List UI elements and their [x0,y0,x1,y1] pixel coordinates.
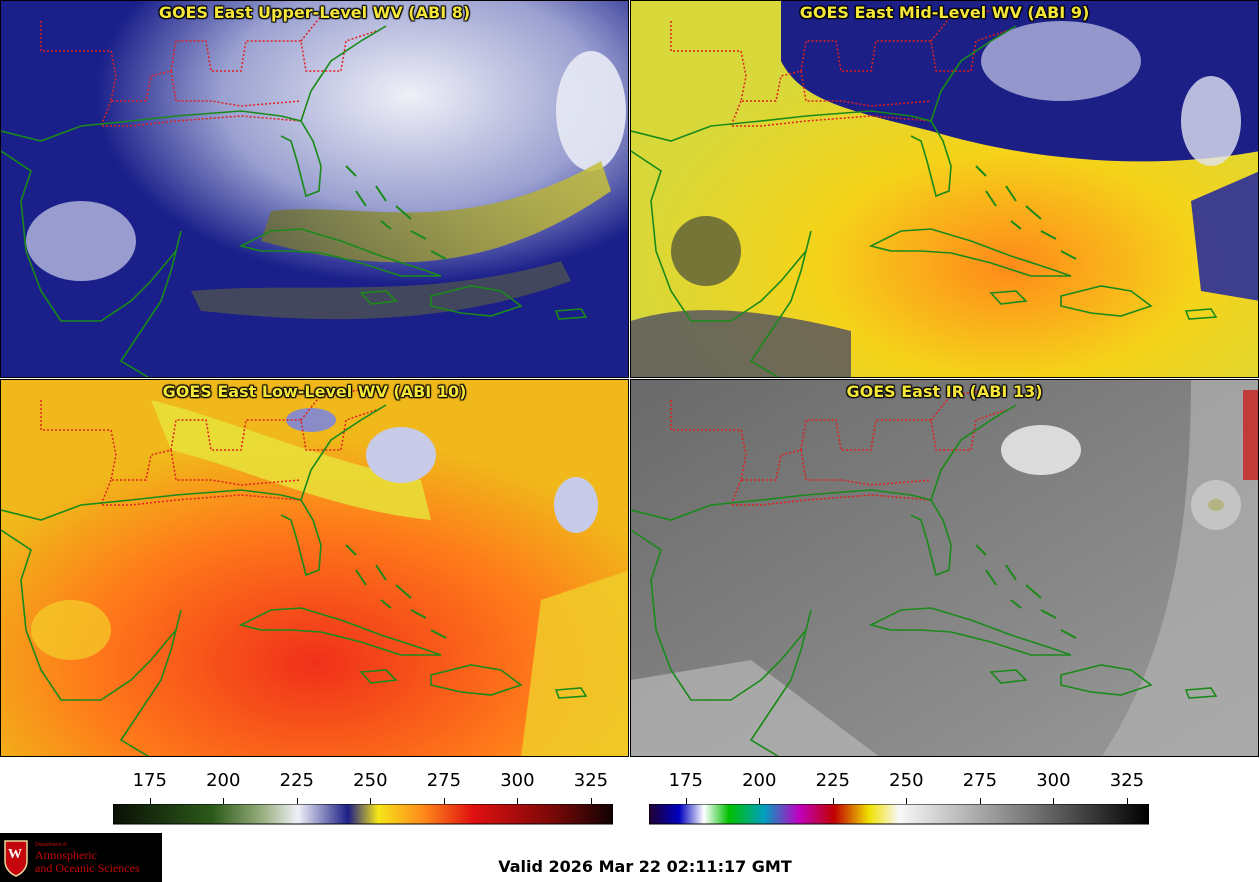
colorbar-tick-label: 225 [815,770,850,791]
colorbar-tick-mark [685,798,687,804]
colorbar-tick-label: 250 [889,770,924,791]
low-level-wv-image [1,380,628,756]
colorbar-tick-label: 275 [962,770,998,791]
logo-letter: W [8,847,22,862]
panel-title: GOES East Mid-Level WV (ABI 9) [799,3,1090,22]
colorbar-tick-label: 325 [573,770,609,791]
colorbar-tick-mark [223,798,225,804]
panel-upper-level-wv: GOES East Upper-Level WV (ABI 8) [0,0,629,378]
colorbar-tick-mark [590,798,592,804]
uw-crest-icon [4,840,28,877]
colorbar-tick-mark [296,798,298,804]
panel-ir: GOES East IR (ABI 13) [630,379,1259,757]
panel-title: GOES East Low-Level WV (ABI 10) [162,382,467,401]
colorbar-tick-mark [906,798,908,804]
colorbar-tick-label: 225 [279,770,314,791]
colorbar-tick-label: 175 [132,770,167,791]
valid-time: Valid 2026 Mar 22 02:11:17 GMT [498,857,792,876]
colorbar-tick-mark [979,798,981,804]
colorbar-ir: 175 200 225 250 275 300 325 [649,770,1149,830]
panel-title: GOES East IR (ABI 13) [846,382,1043,401]
colorbar-tick-label: 300 [1036,770,1071,791]
colorbar-tick-label: 175 [668,770,703,791]
ir-image [631,380,1258,756]
colorbar-tick-mark [1053,798,1055,804]
colorbar-tick-mark [759,798,761,804]
aos-logo: W Department of Atmospheric and Oceanic … [0,833,162,882]
colorbar-tick-label: 275 [426,770,462,791]
panel-low-level-wv: GOES East Low-Level WV (ABI 10) [0,379,629,757]
logo-dept: Department of [35,842,67,848]
colorbar-tick-label: 300 [500,770,535,791]
colorbar-tick-mark [1126,798,1128,804]
panel-mid-level-wv: GOES East Mid-Level WV (ABI 9) [630,0,1259,378]
colorbar-tick-label: 325 [1109,770,1145,791]
logo-line2: and Oceanic Sciences [35,861,140,875]
panel-title: GOES East Upper-Level WV (ABI 8) [158,3,471,22]
colorbar-wv: 175 200 225 250 275 300 325 [113,770,613,830]
colorbar-tick-mark [517,798,519,804]
colorbar-tick-mark [832,798,834,804]
colorbar-tick-label: 200 [206,770,241,791]
colorbar-tick-mark [443,798,445,804]
logo-line1: Atmospheric [35,848,97,862]
colorbar-tick-label: 200 [742,770,777,791]
mid-level-wv-image [631,1,1258,377]
colorbar-tick-label: 250 [353,770,388,791]
colorbar-tick-mark [149,798,151,804]
upper-level-wv-image [1,1,628,377]
colorbar-ir-gradient [649,804,1149,825]
colorbar-tick-mark [370,798,372,804]
colorbar-wv-gradient [113,804,613,825]
